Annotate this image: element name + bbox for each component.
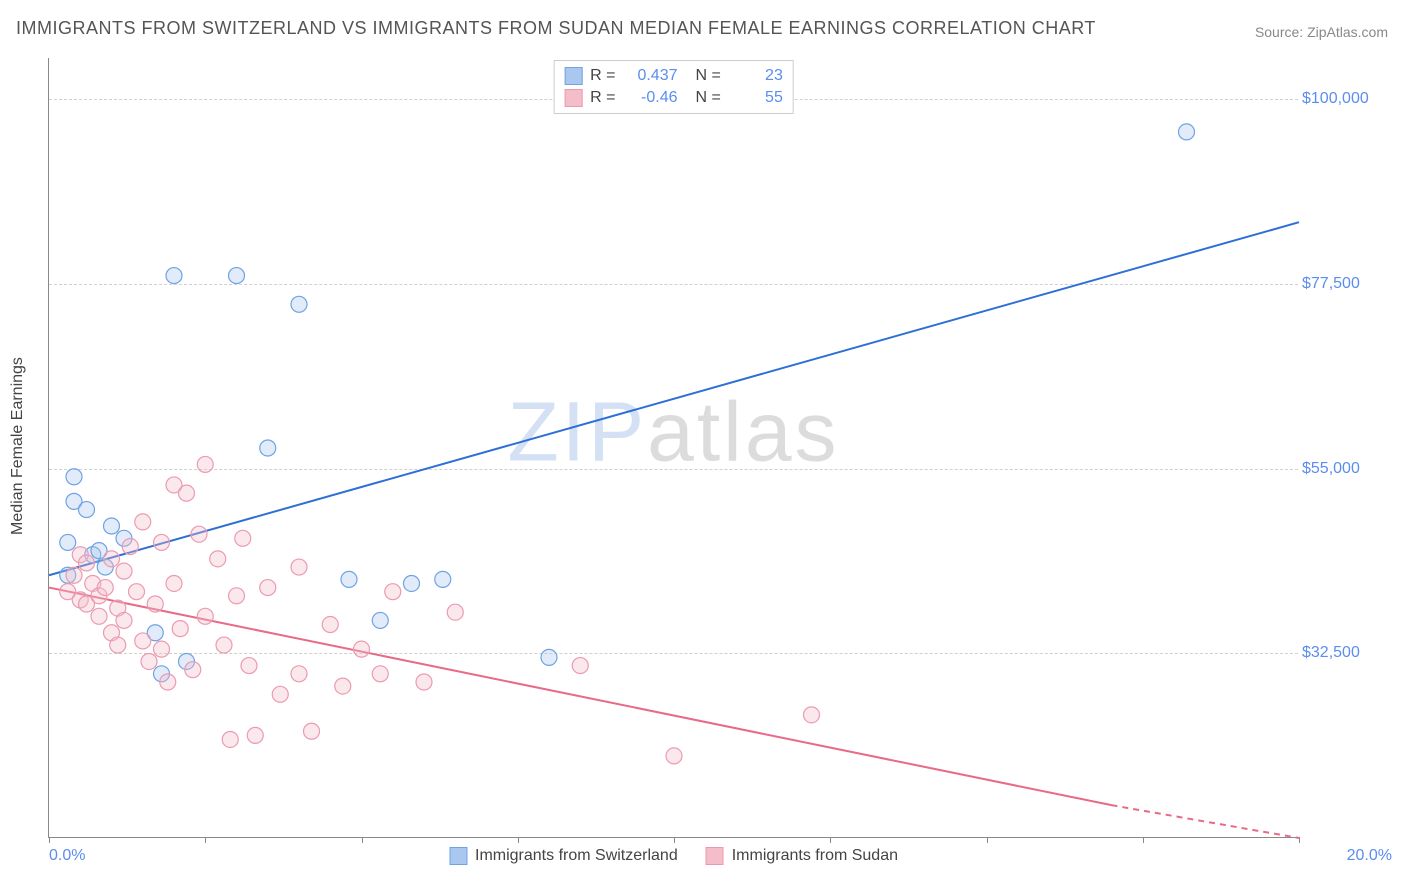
- y-axis-label: Median Female Earnings: [9, 357, 27, 535]
- x-tick-mark: [49, 837, 50, 843]
- x-tick-mark: [205, 837, 206, 843]
- n-value: 55: [729, 87, 783, 109]
- swatch-icon: [449, 847, 467, 865]
- plot-area: $32,500$55,000$77,500$100,000 ZIPatlas R…: [48, 58, 1298, 838]
- legend-item-sudan: Immigrants from Sudan: [706, 847, 898, 865]
- swatch-icon: [564, 89, 582, 107]
- legend-item-switzerland: Immigrants from Switzerland: [449, 847, 678, 865]
- r-label: R =: [590, 65, 615, 87]
- stat-row-switzerland: R = 0.437 N = 23: [564, 65, 783, 87]
- legend-label: Immigrants from Sudan: [732, 847, 898, 865]
- source-attribution: Source: ZipAtlas.com: [1255, 24, 1388, 40]
- stat-row-sudan: R = -0.46 N = 55: [564, 87, 783, 109]
- x-tick-mark: [1143, 837, 1144, 843]
- x-tick-mark: [674, 837, 675, 843]
- x-tick-max: 20.0%: [1347, 847, 1392, 865]
- x-tick-mark: [830, 837, 831, 843]
- y-tick-label: $32,500: [1302, 644, 1392, 662]
- y-tick-label: $100,000: [1302, 90, 1392, 108]
- legend-label: Immigrants from Switzerland: [475, 847, 678, 865]
- x-tick-mark: [518, 837, 519, 843]
- chart-title: IMMIGRANTS FROM SWITZERLAND VS IMMIGRANT…: [16, 18, 1096, 39]
- y-tick-label: $55,000: [1302, 460, 1392, 478]
- x-tick-mark: [987, 837, 988, 843]
- n-value: 23: [729, 65, 783, 87]
- y-tick-label: $77,500: [1302, 275, 1392, 293]
- chart-canvas: [49, 58, 1298, 837]
- x-tick-mark: [1299, 837, 1300, 843]
- swatch-icon: [564, 67, 582, 85]
- correlation-stats-box: R = 0.437 N = 23 R = -0.46 N = 55: [553, 60, 794, 114]
- swatch-icon: [706, 847, 724, 865]
- r-value: -0.46: [624, 87, 678, 109]
- n-label: N =: [696, 65, 721, 87]
- x-tick-mark: [362, 837, 363, 843]
- n-label: N =: [696, 87, 721, 109]
- r-value: 0.437: [624, 65, 678, 87]
- x-tick-min: 0.0%: [49, 847, 85, 865]
- series-legend: Immigrants from Switzerland Immigrants f…: [449, 847, 898, 865]
- r-label: R =: [590, 87, 615, 109]
